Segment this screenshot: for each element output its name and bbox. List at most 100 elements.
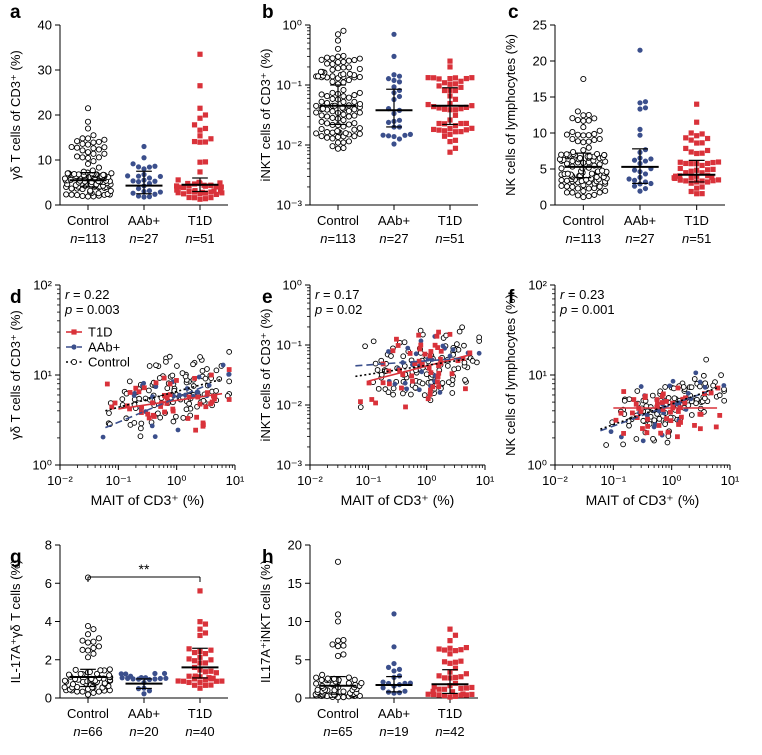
t1d-point: [186, 673, 192, 679]
panel-letter: d: [10, 287, 22, 308]
control-point: [345, 57, 352, 64]
control-point: [340, 144, 347, 152]
fit-line-control: [355, 357, 473, 378]
t1d-point: [181, 191, 187, 197]
control-point: [79, 135, 86, 142]
x-category-label: Control: [317, 213, 359, 228]
t1d-point: [683, 145, 689, 152]
control-point: [408, 391, 414, 398]
aab-point: [152, 434, 158, 440]
t1d-point: [200, 420, 206, 426]
n-count-label: n=27: [625, 231, 654, 246]
t1d-point: [202, 196, 209, 202]
control-point: [169, 372, 176, 379]
t1d-point: [161, 375, 167, 381]
t1d-point: [192, 188, 198, 194]
n-count-label: n=51: [682, 231, 711, 246]
t1d-point: [164, 401, 170, 406]
aab-point: [693, 370, 699, 376]
t1d-point: [697, 426, 703, 432]
control-point: [603, 442, 609, 448]
aab-point: [405, 345, 411, 351]
aab-point: [141, 194, 147, 200]
aab-point: [196, 374, 202, 380]
t1d-point: [208, 668, 214, 674]
n-count-value: =51: [689, 231, 711, 246]
t1d-point: [209, 399, 215, 405]
t1d-point: [463, 644, 469, 651]
n-count-value: =27: [633, 231, 655, 246]
control-point: [226, 349, 233, 355]
x-tick-label: 10¹: [721, 473, 740, 488]
t1d-point: [655, 402, 660, 407]
aab-point: [157, 173, 163, 180]
fit-line-aab-pos: [355, 357, 462, 367]
x-category-label: T1D: [438, 213, 463, 228]
t1d-point: [683, 178, 689, 184]
control-point: [340, 688, 347, 695]
y-axis-label: γδ T cells of CD3⁺ (%): [8, 50, 23, 179]
panel-letter: e: [262, 287, 273, 308]
control-point: [599, 167, 606, 174]
y-tick-label: 0: [45, 198, 52, 213]
t1d-point: [197, 159, 203, 165]
control-point: [558, 177, 565, 184]
t1d-point: [656, 423, 662, 428]
t1d-point: [688, 168, 694, 174]
t1d-point: [202, 677, 209, 683]
t1d-point: [175, 177, 181, 183]
control-point: [314, 686, 321, 693]
control-point: [385, 389, 392, 396]
control-point: [318, 98, 325, 105]
control-point: [163, 359, 169, 365]
t1d-point: [441, 647, 448, 653]
x-axis-label: MAIT of CD3⁺ (%): [586, 492, 700, 508]
aab-point: [418, 338, 424, 344]
fit-line-control: [105, 378, 223, 412]
t1d-point: [438, 356, 443, 362]
control-point: [358, 680, 365, 687]
control-point: [84, 639, 92, 646]
aab-point: [141, 155, 147, 161]
t1d-point: [197, 127, 203, 133]
control-point: [72, 666, 79, 673]
control-point: [74, 144, 81, 151]
t1d-point: [202, 669, 209, 675]
aab-point: [220, 362, 226, 368]
r-symbol: r: [315, 287, 320, 302]
p-value: = 0.001: [567, 302, 614, 317]
t1d-point: [704, 160, 711, 167]
t1d-point: [202, 112, 209, 118]
control-point: [564, 170, 571, 177]
control-point: [439, 380, 446, 386]
x-category-label: AAb+: [624, 213, 656, 228]
t1d-point: [197, 139, 203, 145]
t1d-point: [710, 178, 716, 184]
x-category-label: AAb+: [128, 213, 160, 228]
control-point: [569, 136, 576, 143]
t1d-point: [109, 404, 115, 410]
t1d-point: [694, 150, 700, 157]
control-point: [216, 376, 223, 382]
control-point: [688, 384, 695, 391]
x-tick-label: 10¹: [226, 473, 245, 488]
t1d-point: [436, 127, 442, 133]
aab-point: [697, 379, 703, 385]
control-point: [340, 79, 347, 86]
y-tick-label: 4: [45, 614, 52, 629]
control-point: [90, 150, 97, 157]
t1d-point: [688, 175, 694, 181]
aab-point: [637, 188, 643, 194]
n-count-symbol: n: [185, 231, 192, 246]
t1d-point: [174, 378, 179, 383]
y-tick-label: 5: [540, 162, 547, 177]
control-point: [324, 93, 331, 100]
control-point: [680, 384, 687, 390]
control-point: [84, 160, 92, 167]
control-point: [329, 89, 336, 96]
aab-point: [118, 671, 124, 677]
legend-label: AAb+: [88, 340, 120, 355]
control-point: [588, 170, 595, 177]
x-tick-label: 10⁻¹: [356, 473, 382, 488]
